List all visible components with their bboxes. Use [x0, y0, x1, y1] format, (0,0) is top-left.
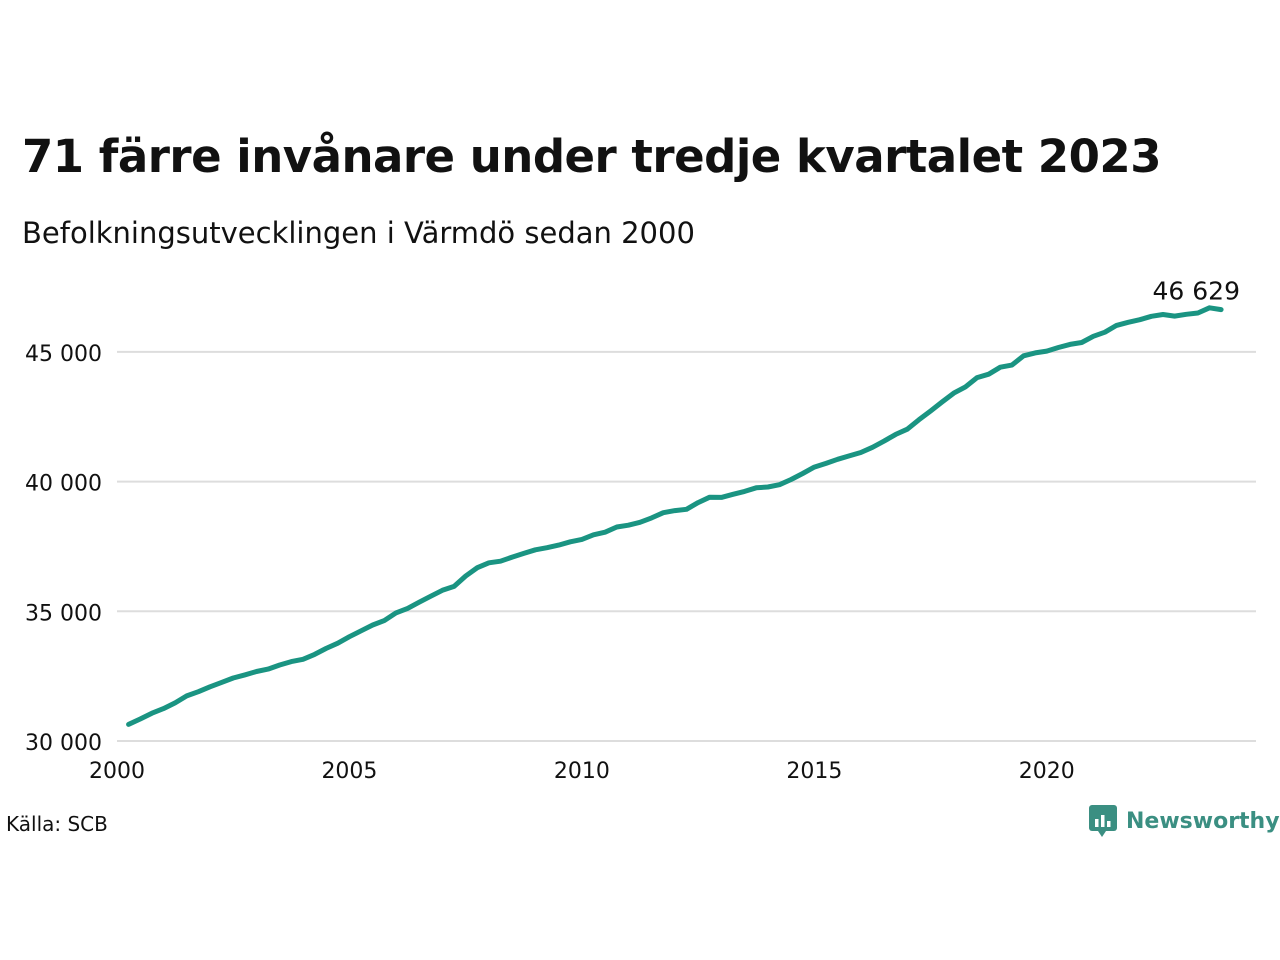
y-tick-label: 40 000: [25, 472, 102, 497]
chart-subtitle: Befolkningsutvecklingen i Värmdö sedan 2…: [22, 216, 695, 250]
x-tick-label: 2005: [321, 759, 377, 784]
y-axis-ticks: 30 000 35 000 40 000 45 000: [25, 342, 102, 756]
x-tick-label: 2015: [786, 759, 842, 784]
brand-name: Newsworthy: [1126, 808, 1280, 834]
series-layer: [126, 305, 1224, 727]
brand-logo: Newsworthy: [1088, 804, 1280, 838]
grid-lines: [117, 350, 1256, 742]
chart-title: 71 färre invånare under tredje kvartalet…: [22, 130, 1162, 183]
end-value-label: 46 629: [1153, 277, 1240, 306]
source-note: Källa: SCB: [6, 812, 108, 836]
x-tick-label: 2010: [554, 759, 610, 784]
y-tick-label: 45 000: [25, 342, 102, 367]
x-tick-label: 2020: [1019, 759, 1075, 784]
y-tick-label: 35 000: [25, 601, 102, 626]
x-axis-ticks: 2000 2005 2010 2015 2020: [89, 759, 1075, 784]
series-line-0: [126, 305, 1224, 727]
newsworthy-logo-icon: [1089, 805, 1117, 837]
y-tick-label: 30 000: [25, 731, 102, 756]
x-tick-label: 2000: [89, 759, 145, 784]
